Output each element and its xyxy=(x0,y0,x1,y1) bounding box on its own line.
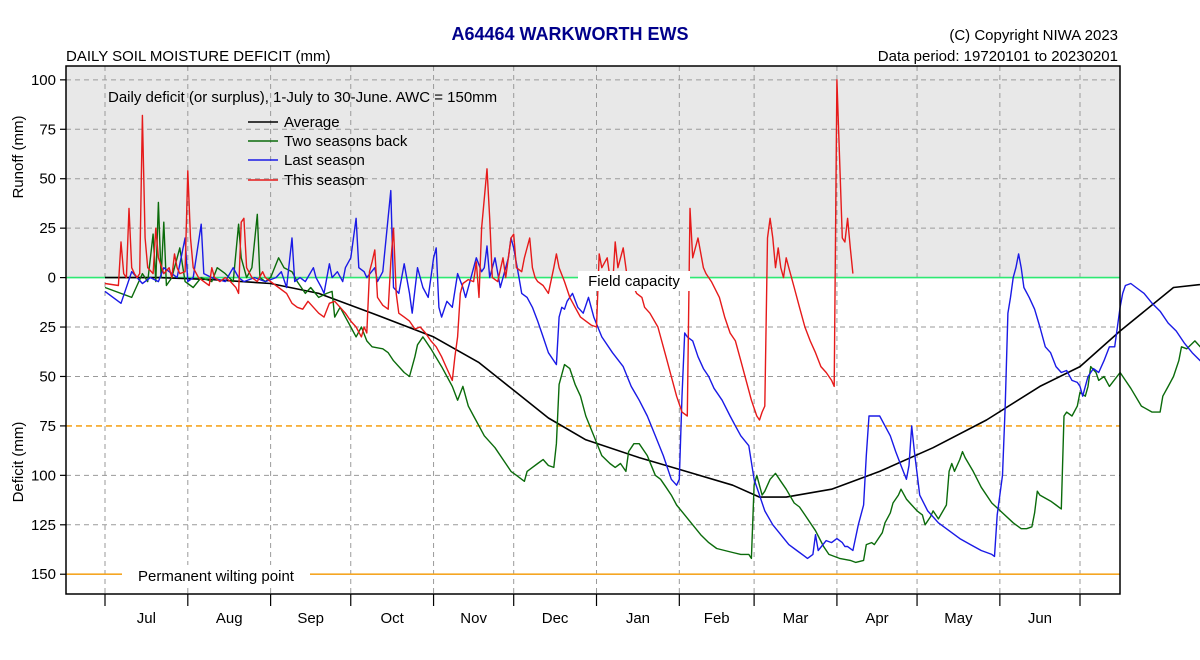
y-tick-label-3: 25 xyxy=(39,220,56,237)
legend-label-this-season: This season xyxy=(284,172,365,189)
series-line-last xyxy=(104,189,1200,560)
x-tick-label-apr: Apr xyxy=(865,610,888,627)
y-tick-label-1: 75 xyxy=(39,121,56,138)
y-tick-label-0: 100 xyxy=(31,72,56,89)
x-tick-label-jun: Jun xyxy=(1028,610,1052,627)
x-tick-label-feb: Feb xyxy=(704,610,730,627)
series-line-average xyxy=(105,276,1200,498)
reference-lines xyxy=(66,276,1120,576)
field-capacity-label: Field capacity xyxy=(588,273,680,290)
x-tick-label-jan: Jan xyxy=(626,610,650,627)
x-tick-label-aug: Aug xyxy=(216,610,243,627)
station-title: A64464 WARKWORTH EWS xyxy=(451,24,688,44)
x-axis: Jul Aug Sep Oct Nov Dec Jan Feb Mar Apr May Jun xyxy=(104,594,1081,627)
x-tick-label-may: May xyxy=(944,610,973,627)
wilting-point-label-bg xyxy=(122,565,310,585)
y-tick-label-6: 50 xyxy=(39,368,56,385)
info-annotation: Daily deficit (or surplus), 1-July to 30… xyxy=(108,89,497,106)
field-capacity-label-bg xyxy=(578,271,690,291)
x-tick-label-dec: Dec xyxy=(542,610,569,627)
x-tick-label-jul: Jul xyxy=(137,610,156,627)
y-tick-label-9: 125 xyxy=(31,517,56,534)
y-tick-label-7: 75 xyxy=(39,418,56,435)
series-line-two-back xyxy=(104,201,1200,564)
x-tick-label-nov: Nov xyxy=(460,610,487,627)
y-axis-label-runoff: Runoff (mm) xyxy=(10,115,27,198)
x-tick-label-sep: Sep xyxy=(297,610,324,627)
chart-subtitle: DAILY SOIL MOISTURE DEFICIT (mm) xyxy=(66,48,330,65)
legend: Average Two seasons back Last season Thi… xyxy=(248,114,408,189)
y-tick-label-8: 100 xyxy=(31,467,56,484)
y-axis-label-deficit: Deficit (mm) xyxy=(10,422,27,503)
legend-label-two-seasons-back: Two seasons back xyxy=(284,133,408,150)
y-tick-label-4: 0 xyxy=(48,270,56,287)
series-line-this xyxy=(104,79,854,421)
x-tick-label-oct: Oct xyxy=(380,610,404,627)
wilting-point-label: Permanent wilting point xyxy=(138,568,295,585)
y-axis: 100 75 50 25 0 25 50 75 100 125 150 xyxy=(31,72,66,583)
copyright-text: (C) Copyright NIWA 2023 xyxy=(949,27,1118,44)
x-tick-label-mar: Mar xyxy=(783,610,809,627)
runoff-region xyxy=(66,66,1120,278)
y-tick-label-2: 50 xyxy=(39,171,56,188)
plot-background xyxy=(66,66,1120,278)
plot-frame xyxy=(65,65,1121,595)
series-lines xyxy=(104,79,1200,564)
y-tick-label-5: 25 xyxy=(39,319,56,336)
legend-label-last-season: Last season xyxy=(284,152,365,169)
data-period-text: Data period: 19720101 to 20230201 xyxy=(878,48,1118,65)
legend-label-average: Average xyxy=(284,114,340,131)
y-tick-label-10: 150 xyxy=(31,566,56,583)
